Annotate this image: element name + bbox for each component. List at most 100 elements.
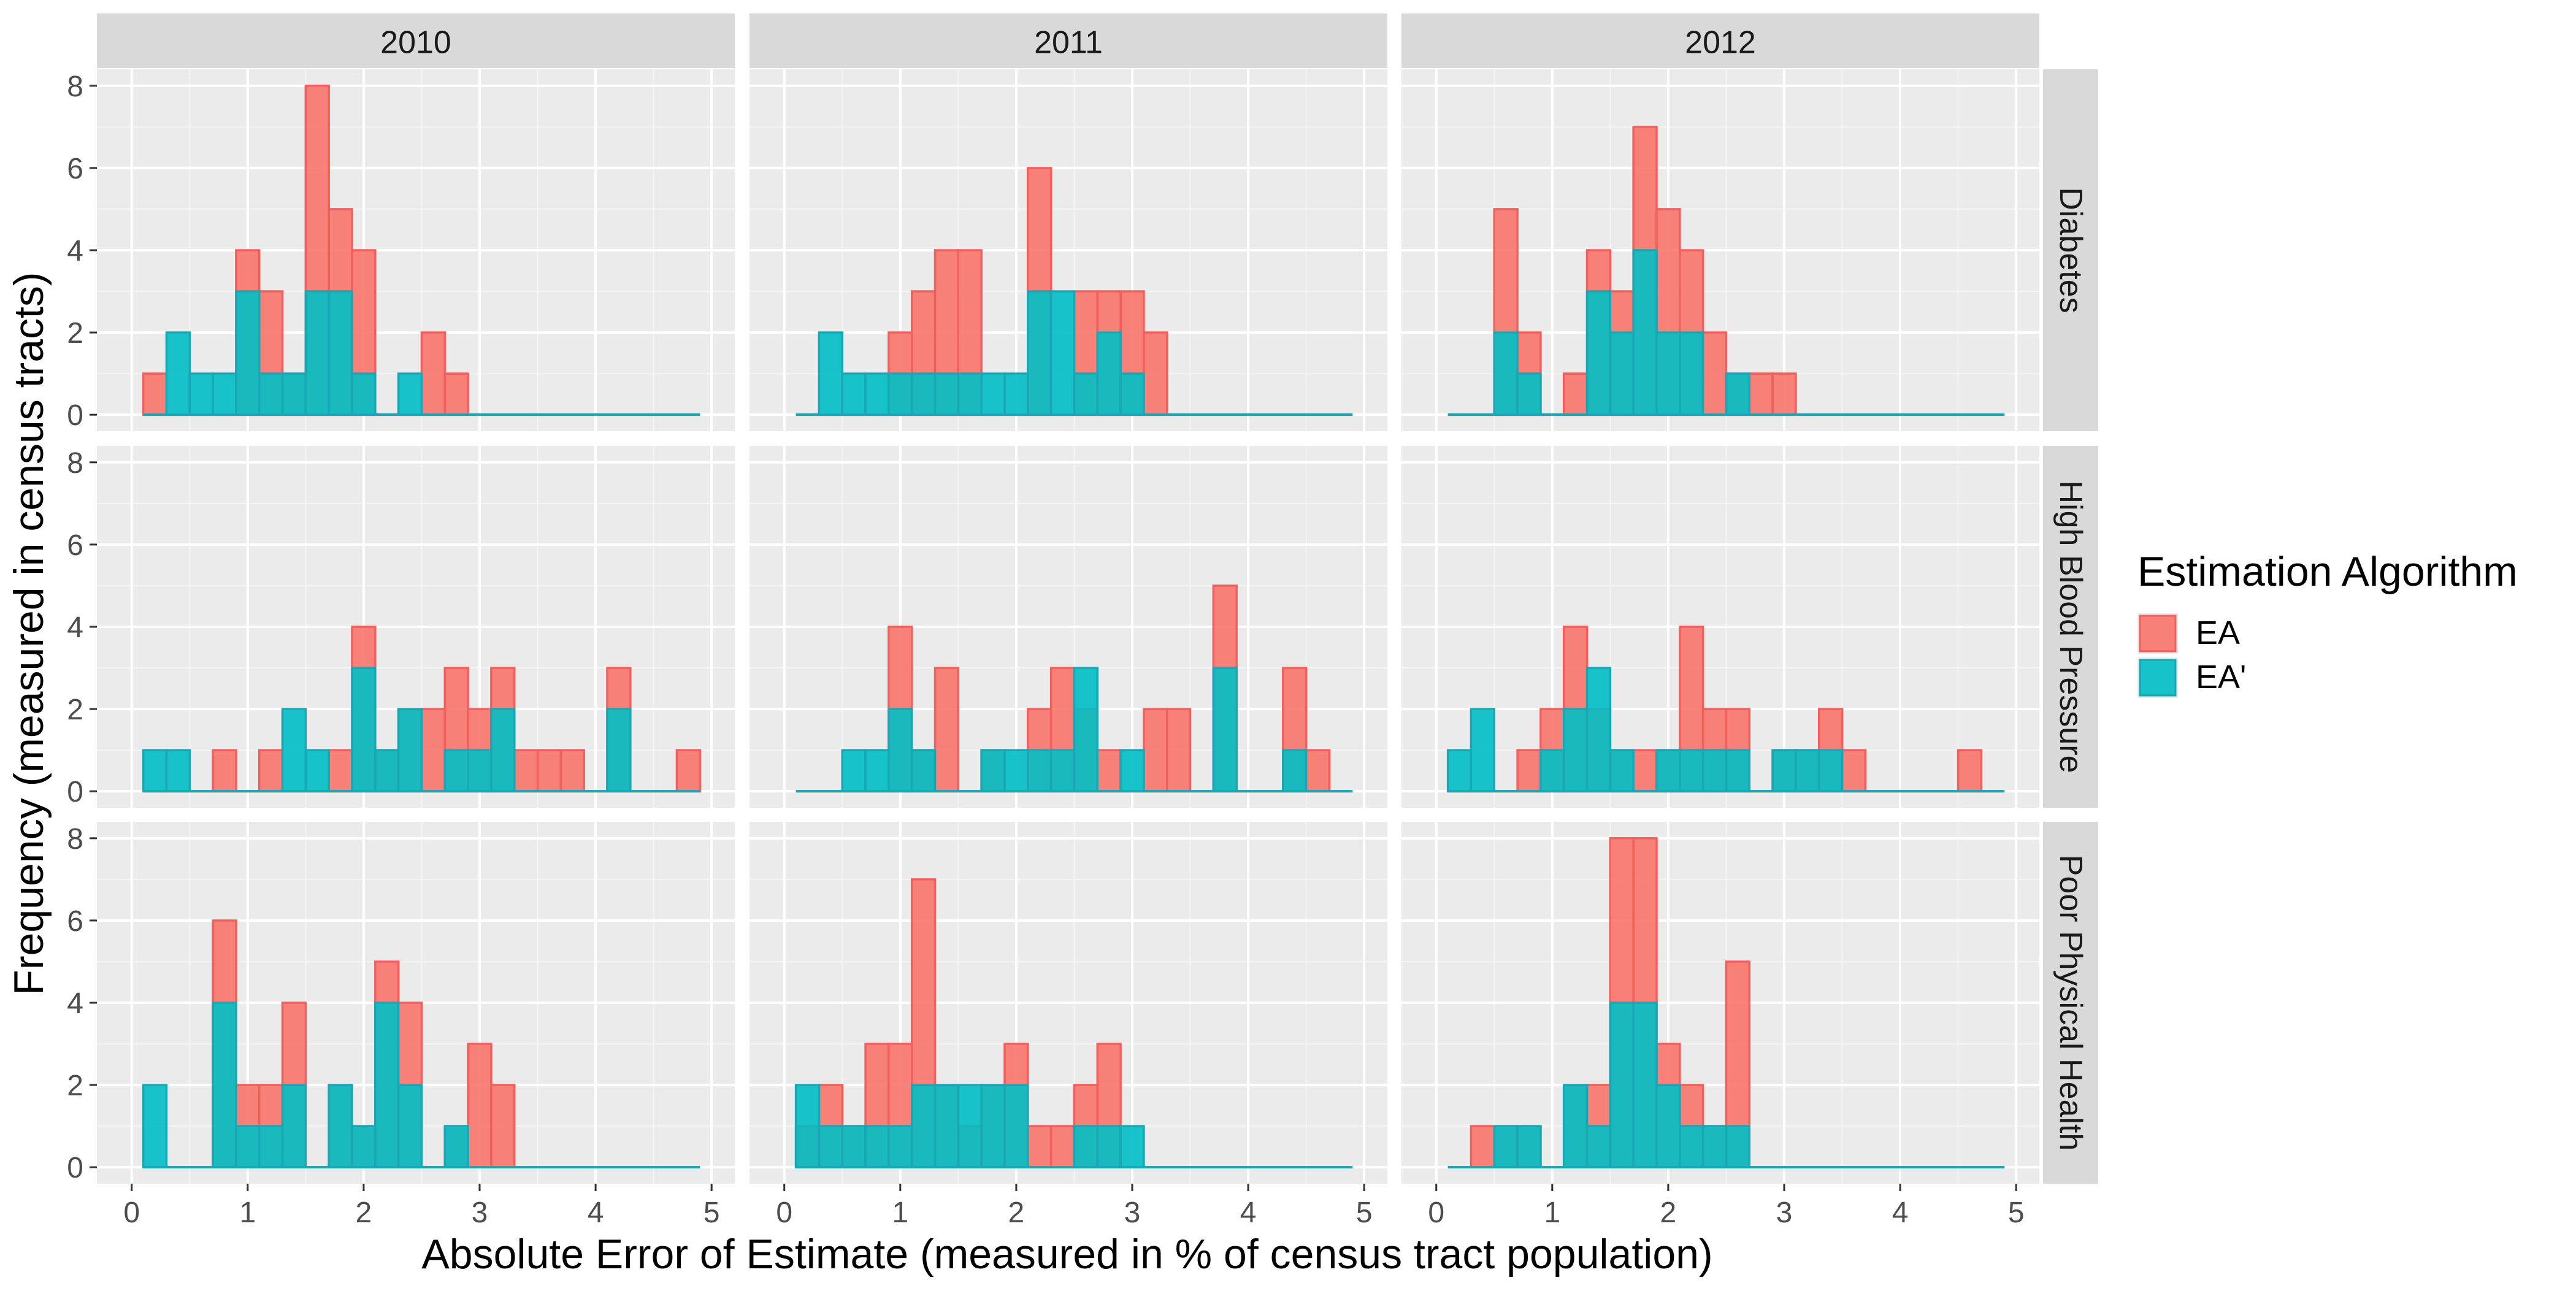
histogram-bar-ea-prime bbox=[1725, 372, 1751, 416]
histogram-bar-ea-prime bbox=[281, 372, 307, 416]
y-axis-title: Frequency (measured in census tracts) bbox=[6, 272, 52, 995]
histogram-bar-ea bbox=[467, 1043, 493, 1168]
x-tick-label: 4 bbox=[1892, 1197, 1909, 1229]
histogram-bar-ea-prime bbox=[1096, 331, 1122, 416]
histogram-bar-ea-prime bbox=[328, 290, 353, 416]
y-tick-label: 2 bbox=[67, 1070, 83, 1102]
x-tick-label: 4 bbox=[1240, 1197, 1257, 1229]
histogram-bar-ea-prime bbox=[142, 749, 168, 792]
histogram-bar-ea-prime bbox=[304, 749, 330, 792]
histogram-bar-ea bbox=[490, 1084, 516, 1168]
histogram-bar-ea bbox=[1748, 372, 1774, 416]
histogram-bar-ea-prime bbox=[1585, 290, 1612, 416]
x-tick-label: 2 bbox=[356, 1197, 372, 1229]
y-tick-label: 2 bbox=[67, 317, 83, 350]
histogram-bar-ea-prime bbox=[841, 749, 867, 792]
histogram-bar-ea-prime bbox=[1282, 749, 1308, 792]
y-tick-label: 4 bbox=[67, 235, 83, 267]
histogram-bar-ea-prime bbox=[887, 708, 913, 792]
histogram-bar-ea-prime bbox=[1655, 1084, 1681, 1168]
x-tick-label: 5 bbox=[703, 1197, 720, 1229]
histogram-bar-ea-prime bbox=[212, 1002, 237, 1168]
histogram-bar-ea-prime bbox=[1027, 749, 1052, 792]
histogram-bar-ea-prime bbox=[443, 749, 469, 792]
histogram-bar-ea-prime bbox=[397, 708, 423, 792]
histogram-bar-ea-prime bbox=[1771, 749, 1797, 792]
histogram-bar-ea bbox=[675, 749, 702, 792]
histogram-bar-ea-prime bbox=[910, 1084, 937, 1168]
histogram-bar-ea-prime bbox=[1212, 667, 1238, 792]
histogram-bar-ea-prime bbox=[1679, 749, 1704, 792]
histogram-bar-ea-prime bbox=[980, 372, 1006, 416]
histogram-bar-ea bbox=[328, 749, 353, 792]
histogram-bar-ea-prime bbox=[467, 749, 493, 792]
histogram-bar-ea-prime bbox=[1609, 331, 1635, 416]
histogram-bar-ea bbox=[1165, 708, 1192, 792]
histogram-bar-ea-prime bbox=[933, 1084, 960, 1168]
facet-row-label: High Blood Pressure bbox=[2053, 481, 2088, 773]
histogram-bar-ea bbox=[1516, 749, 1542, 792]
histogram-bar-ea-prime bbox=[281, 708, 307, 792]
histogram-bar-ea bbox=[1143, 708, 1168, 792]
histogram-bar-ea-prime bbox=[1655, 749, 1681, 792]
facet-strip-label: 2010 bbox=[380, 25, 451, 61]
histogram-bar-ea bbox=[1957, 749, 1983, 792]
histogram-bar-ea bbox=[258, 749, 284, 792]
histogram-bar-ea-prime bbox=[1027, 290, 1052, 416]
histogram-bar-ea-prime bbox=[818, 1125, 844, 1168]
histogram-bar-ea-prime bbox=[1609, 749, 1635, 792]
histogram-bar-ea-prime bbox=[397, 1084, 423, 1168]
histogram-bar-ea-prime bbox=[351, 667, 377, 792]
histogram-bar-ea-prime bbox=[1679, 1125, 1704, 1168]
histogram-bar-ea-prime bbox=[864, 1125, 890, 1168]
histogram-bar-ea-prime bbox=[351, 1125, 377, 1168]
histogram-bar-ea-prime bbox=[1609, 1002, 1635, 1168]
histogram-bar-ea bbox=[1470, 1125, 1496, 1168]
histogram-bar-ea bbox=[536, 749, 562, 792]
legend-swatch-ea-prime bbox=[2139, 659, 2177, 697]
histogram-bar-ea-prime bbox=[957, 372, 983, 416]
histogram-bar-ea-prime bbox=[1003, 372, 1029, 416]
histogram-bar-ea bbox=[1143, 331, 1168, 416]
x-tick-label: 1 bbox=[1544, 1197, 1560, 1229]
histogram-bar-ea-prime bbox=[1049, 749, 1076, 792]
histogram-bar-ea bbox=[1562, 372, 1589, 416]
histogram-bar-ea-prime bbox=[1539, 749, 1565, 792]
x-tick-label: 4 bbox=[588, 1197, 604, 1229]
y-tick-label: 0 bbox=[67, 399, 83, 432]
histogram-bar-ea-prime bbox=[980, 749, 1006, 792]
histogram-bar-ea bbox=[420, 331, 447, 416]
histogram-bar-ea-prime bbox=[1585, 667, 1612, 792]
histogram-bar-ea-prime bbox=[1446, 749, 1473, 792]
histogram-bar-ea-prime bbox=[1817, 749, 1844, 792]
facet-row-strip bbox=[2043, 822, 2098, 1184]
histogram-bar-ea-prime bbox=[1585, 1125, 1612, 1168]
y-tick-label: 6 bbox=[67, 153, 83, 185]
x-tick-label: 3 bbox=[1124, 1197, 1141, 1229]
y-tick-label: 0 bbox=[67, 776, 83, 808]
histogram-bar-ea bbox=[1841, 749, 1867, 792]
histogram-bar-ea-prime bbox=[1562, 1084, 1589, 1168]
histogram-bar-ea-prime bbox=[957, 1084, 983, 1168]
facet-strip-2010 bbox=[97, 13, 735, 68]
histogram-bar-ea-prime bbox=[1725, 749, 1751, 792]
histogram-bar-ea bbox=[443, 372, 469, 416]
histogram-bar-ea-prime bbox=[1003, 1084, 1029, 1168]
histogram-bar-ea-prime bbox=[328, 1084, 353, 1168]
facet-row-strip bbox=[2043, 69, 2098, 431]
histogram-bar-ea-prime bbox=[864, 749, 890, 792]
histogram-bar-ea-prime bbox=[351, 372, 377, 416]
legend-swatch-ea bbox=[2139, 615, 2177, 653]
histogram-bar-ea bbox=[420, 708, 447, 792]
histogram-bar-ea-prime bbox=[1795, 749, 1820, 792]
histogram-bar-ea bbox=[1096, 749, 1122, 792]
histogram-bar-ea-prime bbox=[1701, 1125, 1728, 1168]
legend-label: EA' bbox=[2196, 659, 2246, 695]
y-tick-label: 2 bbox=[67, 694, 83, 726]
histogram-bar-ea bbox=[1049, 1125, 1076, 1168]
facet-row-label: Poor Physical Health bbox=[2053, 855, 2088, 1151]
histogram-bar-ea-prime bbox=[1073, 372, 1099, 416]
legend-label: EA bbox=[2196, 615, 2240, 651]
histogram-bar-ea-prime bbox=[212, 372, 237, 416]
